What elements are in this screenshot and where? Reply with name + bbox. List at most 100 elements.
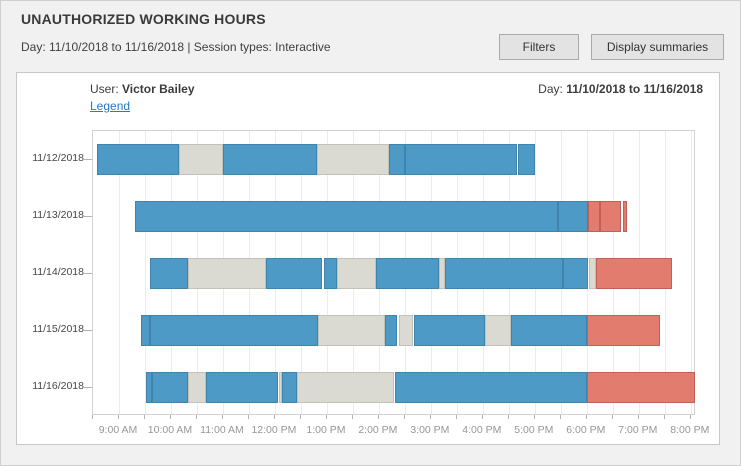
date-label: 11/14/2018	[32, 265, 84, 278]
y-axis-tick	[84, 386, 92, 388]
gantt-bar-segment-idle[interactable]	[316, 144, 390, 175]
user-line: User: Victor Bailey	[90, 82, 195, 96]
time-axis-label: 5:00 PM	[514, 424, 554, 436]
gantt-bar-segment-work[interactable]	[222, 144, 317, 175]
x-axis-tick	[117, 415, 119, 419]
gantt-bar-segment-idle[interactable]	[485, 315, 512, 346]
display-summaries-button[interactable]: Display summaries	[591, 34, 724, 60]
x-axis-tick	[273, 415, 275, 419]
gantt-bar-segment-work[interactable]	[385, 315, 398, 346]
x-axis-tick	[377, 415, 379, 419]
x-axis-tick	[559, 415, 561, 419]
gantt-bar-segment-work[interactable]	[376, 258, 439, 289]
time-axis-label: 7:00 PM	[618, 424, 658, 436]
y-axis-tick	[84, 215, 92, 217]
gantt-bar-segment-work[interactable]	[134, 201, 559, 232]
legend-link[interactable]: Legend	[90, 99, 131, 113]
gantt-bar-segment-unauthorized[interactable]	[623, 201, 628, 232]
x-axis-tick	[92, 415, 93, 419]
report-scope-text: Day: 11/10/2018 to 11/16/2018 | Session …	[21, 40, 331, 54]
time-axis-label: 12:00 PM	[251, 424, 297, 436]
page-title: UNAUTHORIZED WORKING HOURS	[21, 11, 266, 27]
x-axis-tick	[611, 415, 613, 419]
time-axis-label: 4:00 PM	[462, 424, 502, 436]
gantt-bar-segment-work[interactable]	[140, 315, 151, 346]
time-axis-label: 2:00 PM	[358, 424, 398, 436]
date-label: 11/12/2018	[32, 151, 84, 164]
time-axis-label: 10:00 AM	[147, 424, 193, 436]
x-axis-tick	[195, 415, 197, 419]
time-axis-label: 11:00 AM	[200, 424, 244, 436]
gantt-bar-segment-work[interactable]	[266, 258, 322, 289]
gantt-bar-segment-work[interactable]	[394, 372, 587, 403]
filters-button[interactable]: Filters	[499, 34, 579, 60]
gantt-bar-segment-unauthorized[interactable]	[586, 315, 660, 346]
report-panel: User: Victor Bailey Legend Day: 11/10/20…	[16, 72, 720, 445]
time-axis-label: 6:00 PM	[566, 424, 606, 436]
x-axis-tick	[507, 415, 509, 419]
gantt-bar-segment-work[interactable]	[205, 372, 278, 403]
time-axis-label: 9:00 AM	[98, 424, 138, 436]
x-axis-tick	[403, 415, 405, 419]
gantt-bar-segment-work[interactable]	[151, 372, 189, 403]
gantt-bar-segment-unauthorized[interactable]	[586, 372, 695, 403]
x-axis-tick	[689, 415, 691, 419]
gantt-bar-segment-work[interactable]	[389, 144, 405, 175]
gridline	[118, 131, 120, 414]
user-label: User:	[90, 82, 119, 96]
time-axis-label: 1:00 PM	[306, 424, 346, 436]
gantt-bar-segment-idle[interactable]	[318, 315, 386, 346]
x-axis-tick	[481, 415, 483, 419]
time-axis-label: 3:00 PM	[410, 424, 450, 436]
gantt-bar-segment-work[interactable]	[150, 315, 319, 346]
gantt-bar-segment-work[interactable]	[414, 315, 486, 346]
plot-area	[92, 130, 695, 415]
gantt-bar-segment-idle[interactable]	[188, 258, 267, 289]
gantt-bar-segment-idle[interactable]	[438, 258, 445, 289]
time-axis-label: 8:00 PM	[670, 424, 710, 436]
gantt-bar-segment-work[interactable]	[150, 258, 189, 289]
gantt-bar-segment-idle[interactable]	[337, 258, 377, 289]
gantt-bar-segment-idle[interactable]	[589, 258, 596, 289]
x-axis-tick	[299, 415, 301, 419]
gantt-bar-segment-work[interactable]	[146, 372, 152, 403]
gantt-bar-segment-work[interactable]	[404, 144, 517, 175]
x-axis-tick	[351, 415, 353, 419]
date-label: 11/13/2018	[32, 208, 84, 221]
x-axis-tick	[637, 415, 639, 419]
x-axis-tick	[169, 415, 171, 419]
gantt-bar-segment-work[interactable]	[324, 258, 338, 289]
gantt-bar-segment-work[interactable]	[511, 315, 587, 346]
x-axis-tick	[663, 415, 665, 419]
gantt-bar-segment-unauthorized[interactable]	[595, 258, 672, 289]
gantt-bar-segment-idle[interactable]	[178, 144, 223, 175]
gantt-bar-segment-idle[interactable]	[279, 372, 282, 403]
gantt-bar-segment-unauthorized[interactable]	[599, 201, 621, 232]
gantt-bar-segment-work[interactable]	[518, 144, 535, 175]
gantt-bar-segment-idle[interactable]	[296, 372, 395, 403]
gantt-bar-segment-work[interactable]	[281, 372, 297, 403]
y-axis-tick	[84, 272, 92, 274]
gantt-bar-segment-work[interactable]	[97, 144, 179, 175]
day-line: Day: 11/10/2018 to 11/16/2018	[538, 82, 703, 96]
day-label: Day:	[538, 82, 563, 96]
gantt-chart: 9:00 AM 10:00 AM 11:00 AM 12:00 PM 1:00 PM 2:…	[17, 73, 719, 444]
gantt-bar-segment-unauthorized[interactable]	[587, 201, 600, 232]
x-axis-tick	[585, 415, 587, 419]
user-name: Victor Bailey	[122, 82, 195, 96]
x-axis-tick	[143, 415, 145, 419]
date-label: 11/16/2018	[32, 379, 84, 392]
gantt-bar-segment-work[interactable]	[563, 258, 588, 289]
x-axis-tick	[533, 415, 535, 419]
gantt-bar-segment-work[interactable]	[444, 258, 564, 289]
gridline	[690, 131, 692, 414]
gantt-bar-segment-work[interactable]	[558, 201, 588, 232]
gantt-bar-segment-idle[interactable]	[188, 372, 206, 403]
gantt-bar-segment-idle[interactable]	[398, 315, 413, 346]
y-axis-tick	[84, 329, 92, 331]
date-label: 11/15/2018	[32, 322, 84, 335]
y-axis-tick	[84, 158, 92, 160]
x-axis-tick	[247, 415, 249, 419]
x-axis-tick	[429, 415, 431, 419]
